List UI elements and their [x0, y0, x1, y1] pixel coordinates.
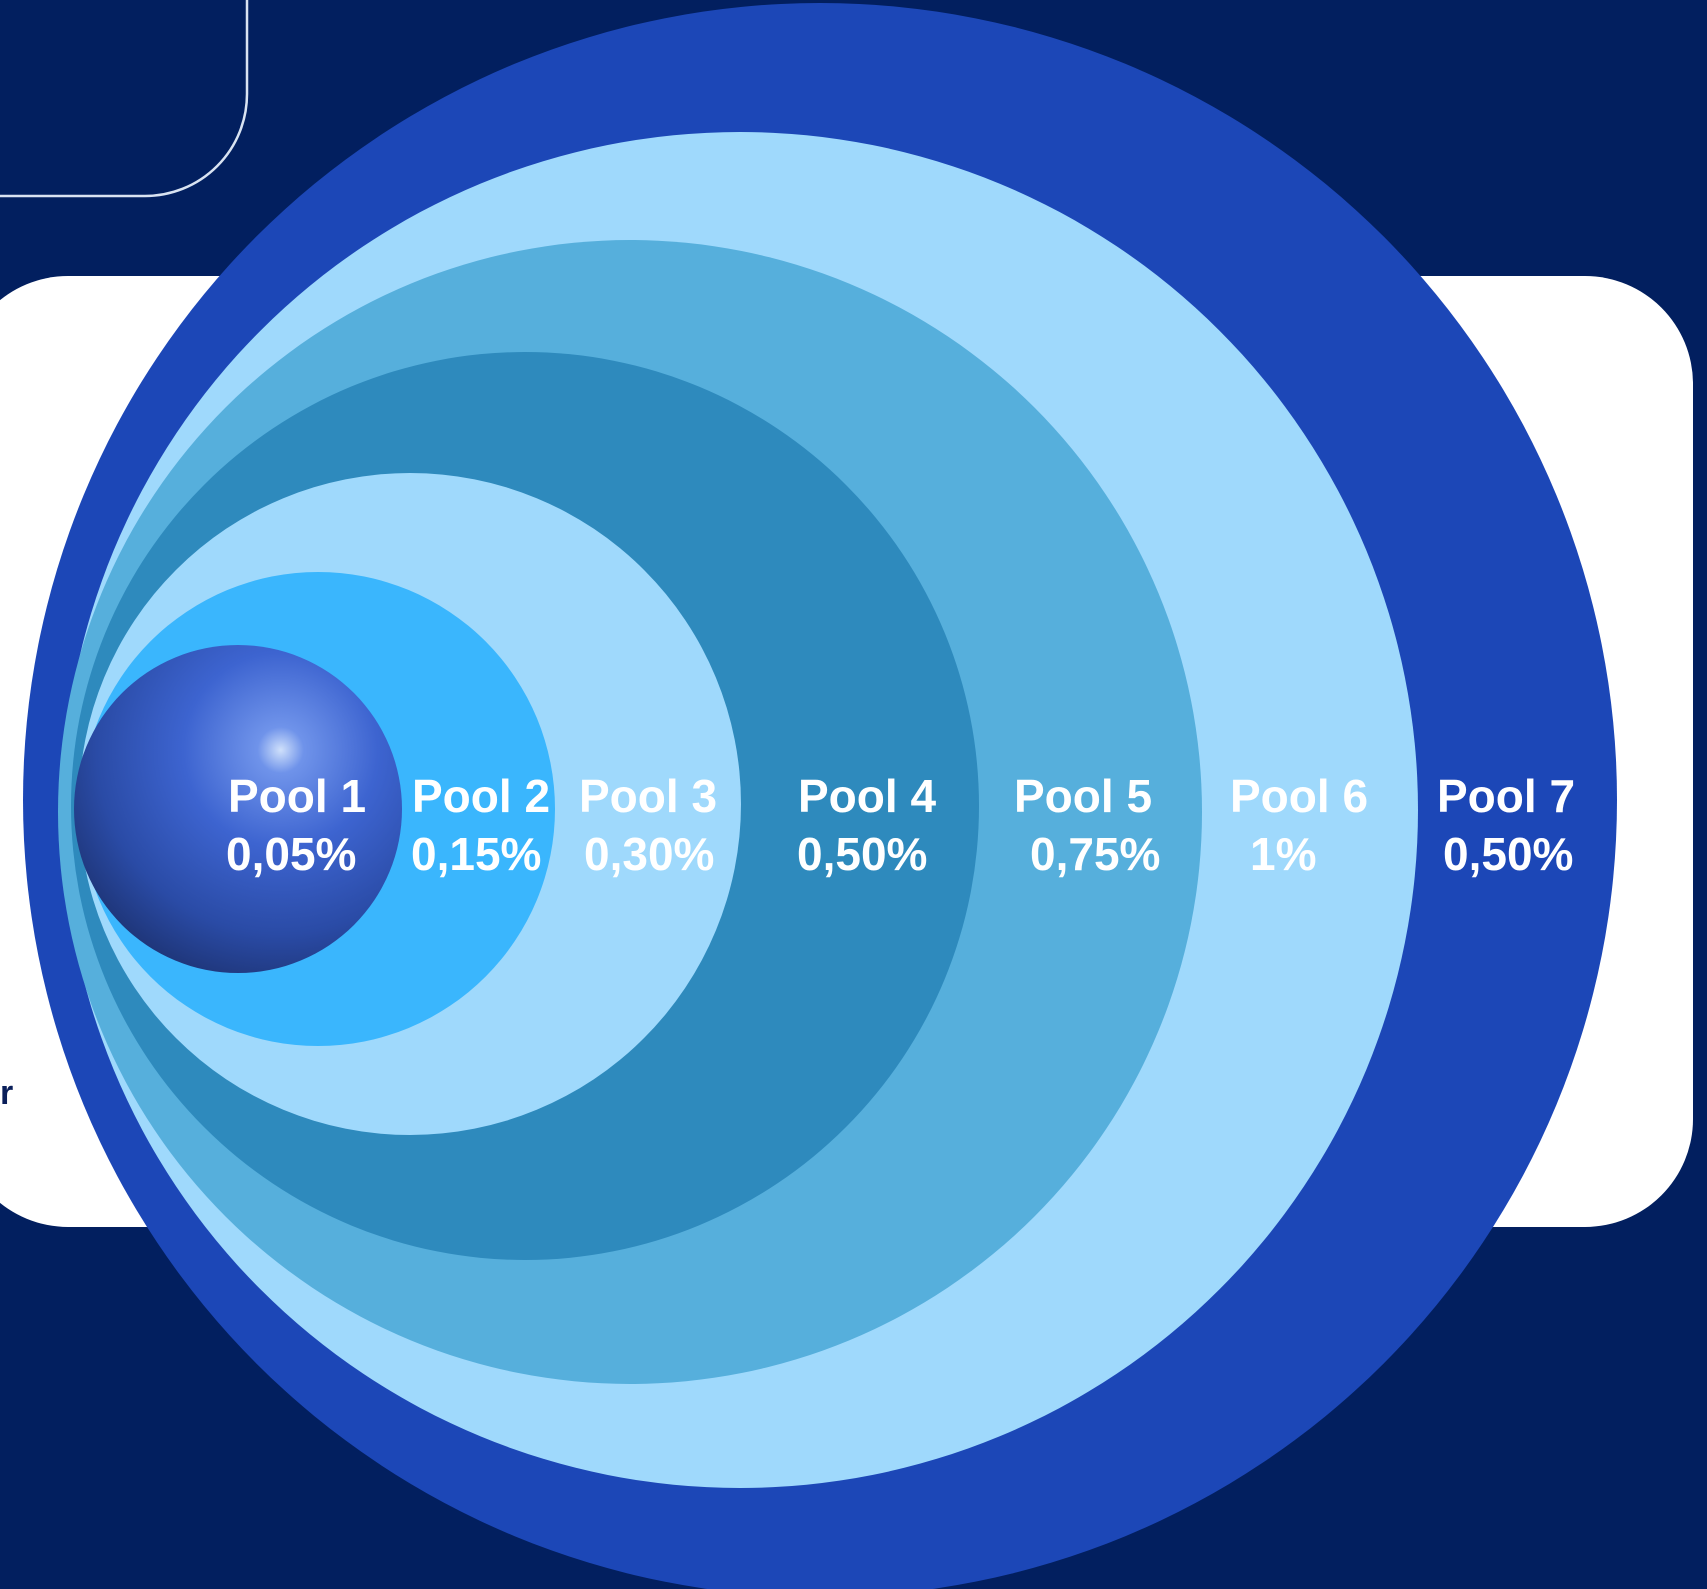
- pool-3-rate: 0,30%: [584, 828, 714, 880]
- pool-3-name: Pool 3: [579, 770, 717, 822]
- pool-4-name: Pool 4: [798, 770, 936, 822]
- pool-1-sphere: [74, 645, 402, 973]
- pool-6-name: Pool 6: [1230, 770, 1368, 822]
- pool-2-name: Pool 2: [412, 770, 550, 822]
- pool-7-name: Pool 7: [1437, 770, 1575, 822]
- pool-1-rate: 0,05%: [226, 828, 356, 880]
- pool-5-label: Pool 5 0,75%: [1014, 770, 1160, 880]
- pool-2-rate: 0,15%: [411, 828, 541, 880]
- pool-6-rate: 1%: [1250, 828, 1316, 880]
- pool-2-label: Pool 2 0,15%: [411, 770, 550, 880]
- top-left-box-outline: [0, 0, 249, 198]
- pool-7-label: Pool 7 0,50%: [1437, 770, 1575, 880]
- pool-4-rate: 0,50%: [797, 828, 927, 880]
- card-side-text: r: [0, 1076, 14, 1110]
- pool-7-rate: 0,50%: [1443, 828, 1573, 880]
- pool-5-rate: 0,75%: [1030, 828, 1160, 880]
- pool-5-name: Pool 5: [1014, 770, 1152, 822]
- pool-1-name: Pool 1: [228, 770, 366, 822]
- pool-6-label: Pool 6 1%: [1230, 770, 1368, 880]
- pool-3-label: Pool 3 0,30%: [579, 770, 717, 880]
- pool-1-label: Pool 1 0,05%: [226, 770, 366, 880]
- pool-4-label: Pool 4 0,50%: [797, 770, 936, 880]
